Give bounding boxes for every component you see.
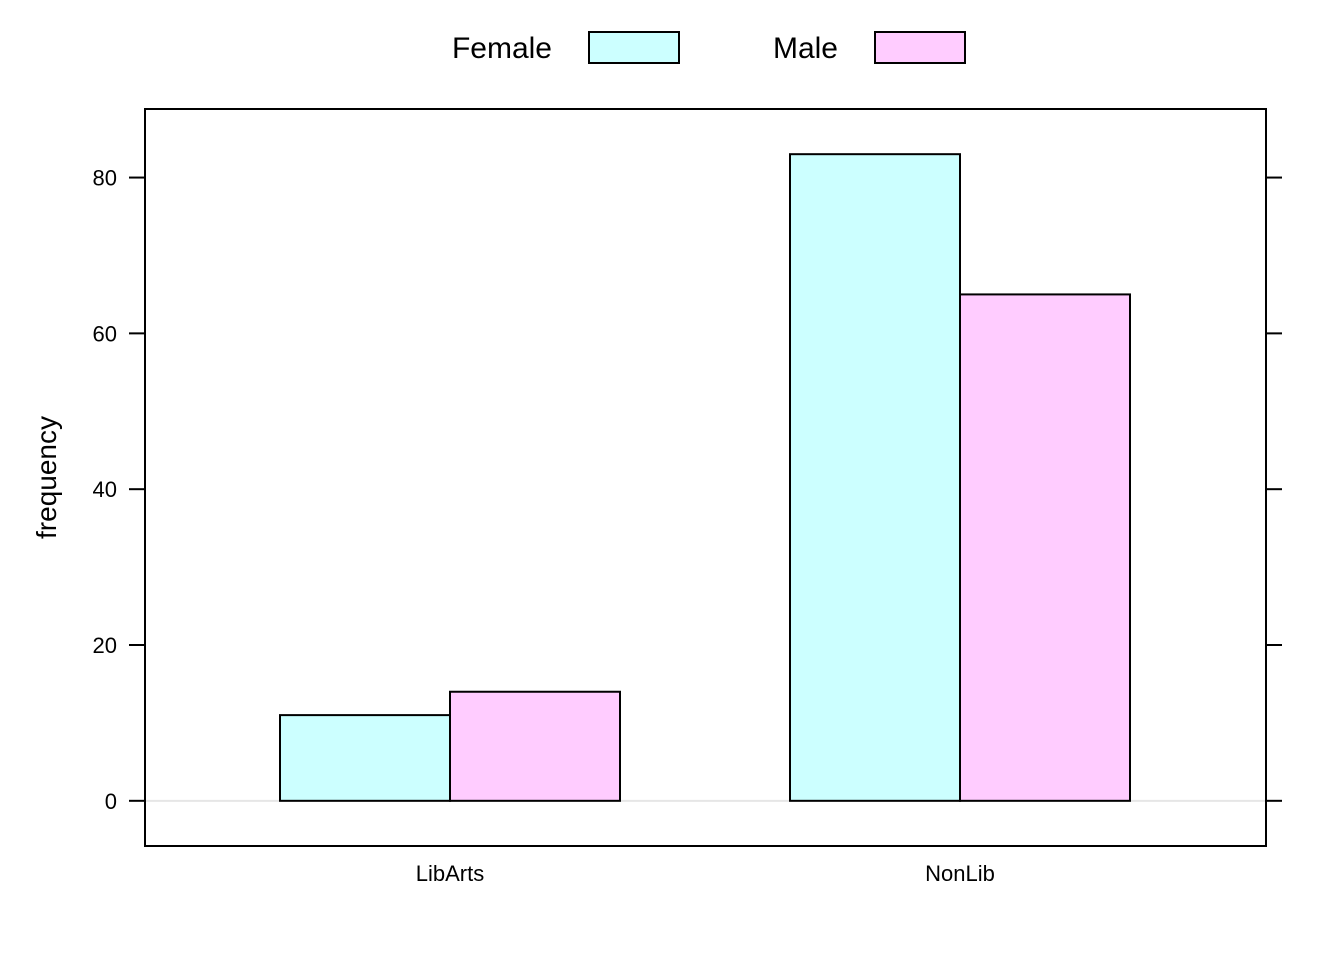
legend-label-male: Male [773, 32, 838, 65]
y-tick-label: 40 [93, 477, 117, 502]
plot-frame [144, 108, 1267, 847]
y-tick-label: 60 [93, 321, 117, 346]
legend: Female Male [452, 31, 966, 65]
y-axis: 0 20 40 60 80 [93, 166, 1282, 814]
bars [279, 153, 1131, 802]
y-tick-label: 80 [93, 166, 117, 191]
bar-female-nonlib [789, 153, 961, 802]
x-tick-label-nonlib: NonLib [925, 861, 995, 886]
bar-male-libarts [449, 690, 621, 802]
x-tick-label-libarts: LibArts [416, 861, 484, 886]
bar-female-libarts [279, 714, 451, 802]
y-axis-title: frequency [31, 416, 62, 539]
legend-swatch-male [874, 31, 966, 64]
bar-male-nonlib [959, 293, 1131, 802]
y-tick-label: 0 [105, 789, 117, 814]
x-axis: LibArts NonLib [416, 861, 995, 886]
y-tick-label: 20 [93, 633, 117, 658]
legend-label-female: Female [452, 32, 552, 65]
legend-swatch-female [588, 31, 680, 64]
